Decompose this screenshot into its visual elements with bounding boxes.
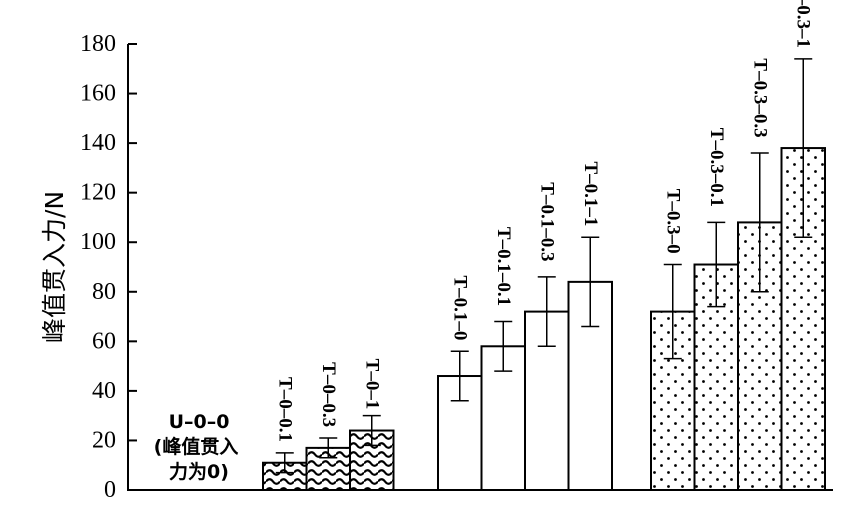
bar-label: T–0.3–0.3 [749,58,770,137]
y-tick-label: 160 [80,81,116,107]
annotation-line-3: 力为0) [169,460,229,483]
y-tick-label: 40 [92,378,116,404]
y-tick-label: 80 [92,279,116,305]
bar-label: T–0.1–0.3 [536,182,557,261]
bar-label: T–0.3–0.1 [706,128,727,207]
bar-label: T–0–0.1 [274,377,295,442]
y-tick-label: 0 [104,477,116,503]
y-tick-label: 180 [80,31,116,57]
bar-label: T–0.1–0.1 [493,227,514,306]
y-axis-label: 峰值贯入力/N [40,191,69,343]
annotation-line-1: U–0–0 [169,411,230,433]
bar-label: T–0–0.3 [318,362,339,427]
bar-label: T–0.3–1 [793,0,814,48]
y-tick-label: 20 [92,427,116,453]
y-tick-label: 100 [80,229,116,255]
annotation-line-2: (峰值贯入 [154,435,239,458]
bar-labels: T–0–0.1 T–0–0.3 T–0–1 T–0.1–0 T–0.1–0.1 T–0.1… [274,0,814,442]
u-0-0-annotation: U–0–0 (峰值贯入 力为0) [154,411,239,483]
bar-label: T–0–1 [361,359,382,410]
y-tick-label: 60 [92,328,116,354]
bar-label: T–0.1–0 [449,275,470,340]
y-tick-label: 140 [80,130,116,156]
error-bars [275,58,813,474]
y-ticks: 0 20 40 60 80 100 120 140 160 180 [80,31,137,503]
bar-label: T–0.3–0 [662,189,683,254]
bar-label: T–0.1–1 [580,161,601,226]
y-tick-label: 120 [80,180,116,206]
